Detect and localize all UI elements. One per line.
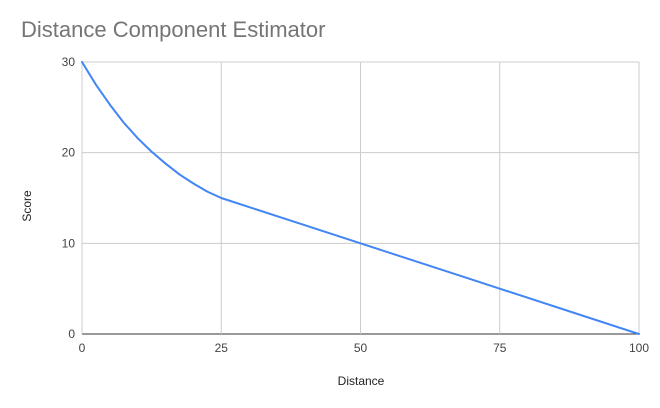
x-tick-label-75: 75 (493, 341, 507, 355)
series-line-0 (81, 61, 640, 335)
x-axis-ticks: 0 25 50 75 100 (79, 341, 650, 355)
series-lines (81, 61, 640, 335)
y-tick-label-10: 10 (62, 236, 76, 250)
x-tick-label-100: 100 (629, 341, 649, 355)
y-tick-label-20: 20 (62, 146, 76, 160)
y-tick-label-30: 30 (62, 55, 76, 69)
x-tick-label-0: 0 (79, 341, 86, 355)
chart-title: Distance Component Estimator (21, 17, 326, 42)
x-tick-label-50: 50 (354, 341, 368, 355)
y-axis-label: Score (20, 190, 34, 222)
x-tick-label-25: 25 (215, 341, 229, 355)
y-axis-ticks: 0 10 20 30 (62, 55, 76, 341)
gridlines (81, 61, 640, 335)
y-tick-label-0: 0 (68, 327, 75, 341)
x-axis-label: Distance (338, 374, 385, 388)
